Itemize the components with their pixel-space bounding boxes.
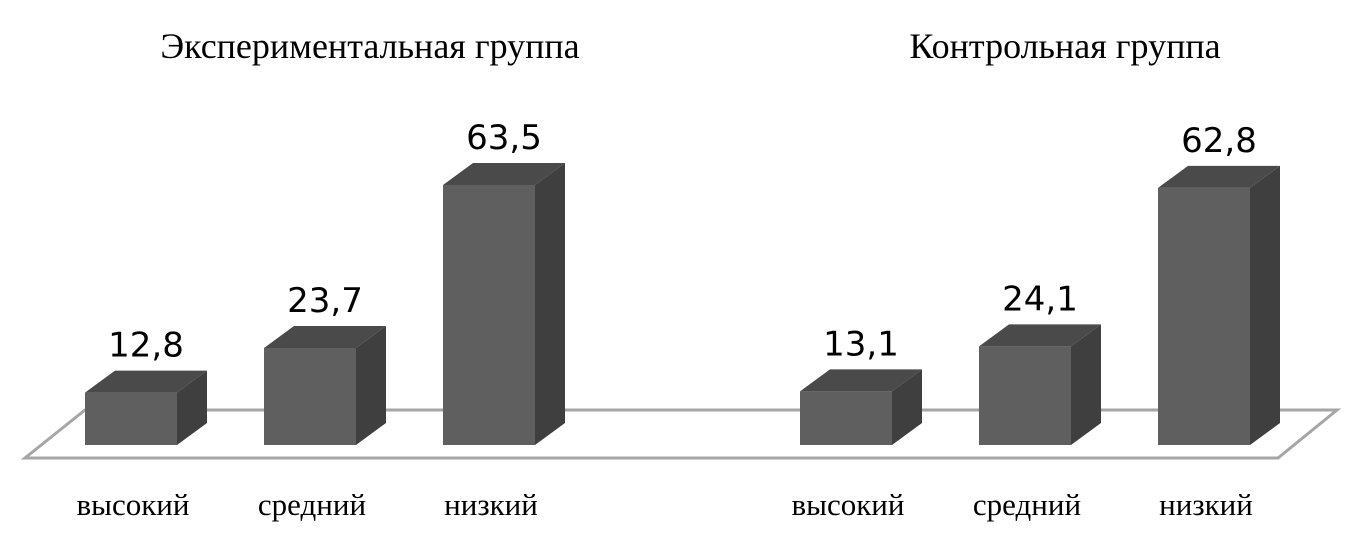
value-label: 63,5 (466, 118, 542, 158)
bar (1158, 165, 1280, 445)
value-label: 12,8 (108, 326, 184, 366)
chart-title: Экспериментальная группа (160, 26, 579, 66)
bar-side (892, 369, 922, 445)
bar-top (979, 324, 1101, 347)
bar-side (177, 370, 207, 445)
bar-front (85, 392, 177, 445)
bar-side (356, 325, 386, 445)
bar-top (85, 370, 207, 393)
bar (443, 163, 565, 445)
category-label: низкий (444, 487, 538, 522)
bar-front (443, 185, 535, 445)
bar-side (535, 163, 565, 445)
bar (264, 325, 386, 445)
bar-front (800, 391, 892, 445)
bar-top (800, 369, 922, 392)
category-label: средний (258, 487, 366, 522)
value-label: 62,8 (1181, 121, 1257, 161)
value-label: 24,1 (1002, 279, 1078, 319)
bar (85, 370, 207, 445)
bar-front (264, 347, 356, 445)
bar (979, 324, 1101, 445)
category-label: средний (973, 487, 1081, 522)
bar-side (1071, 324, 1101, 445)
bar-side (1250, 165, 1280, 445)
bar (800, 369, 922, 445)
category-label: низкий (1159, 487, 1253, 522)
value-label: 13,1 (823, 324, 899, 364)
floor (20, 408, 1342, 460)
bar-front (979, 346, 1071, 445)
bar-front (1158, 187, 1250, 445)
bar-top (443, 163, 565, 185)
value-label: 23,7 (287, 281, 363, 321)
category-label: высокий (792, 487, 905, 522)
category-label: высокий (77, 487, 190, 522)
bar-top (1158, 165, 1280, 188)
bar-top (264, 325, 386, 348)
chart-title: Контрольная группа (909, 26, 1220, 66)
